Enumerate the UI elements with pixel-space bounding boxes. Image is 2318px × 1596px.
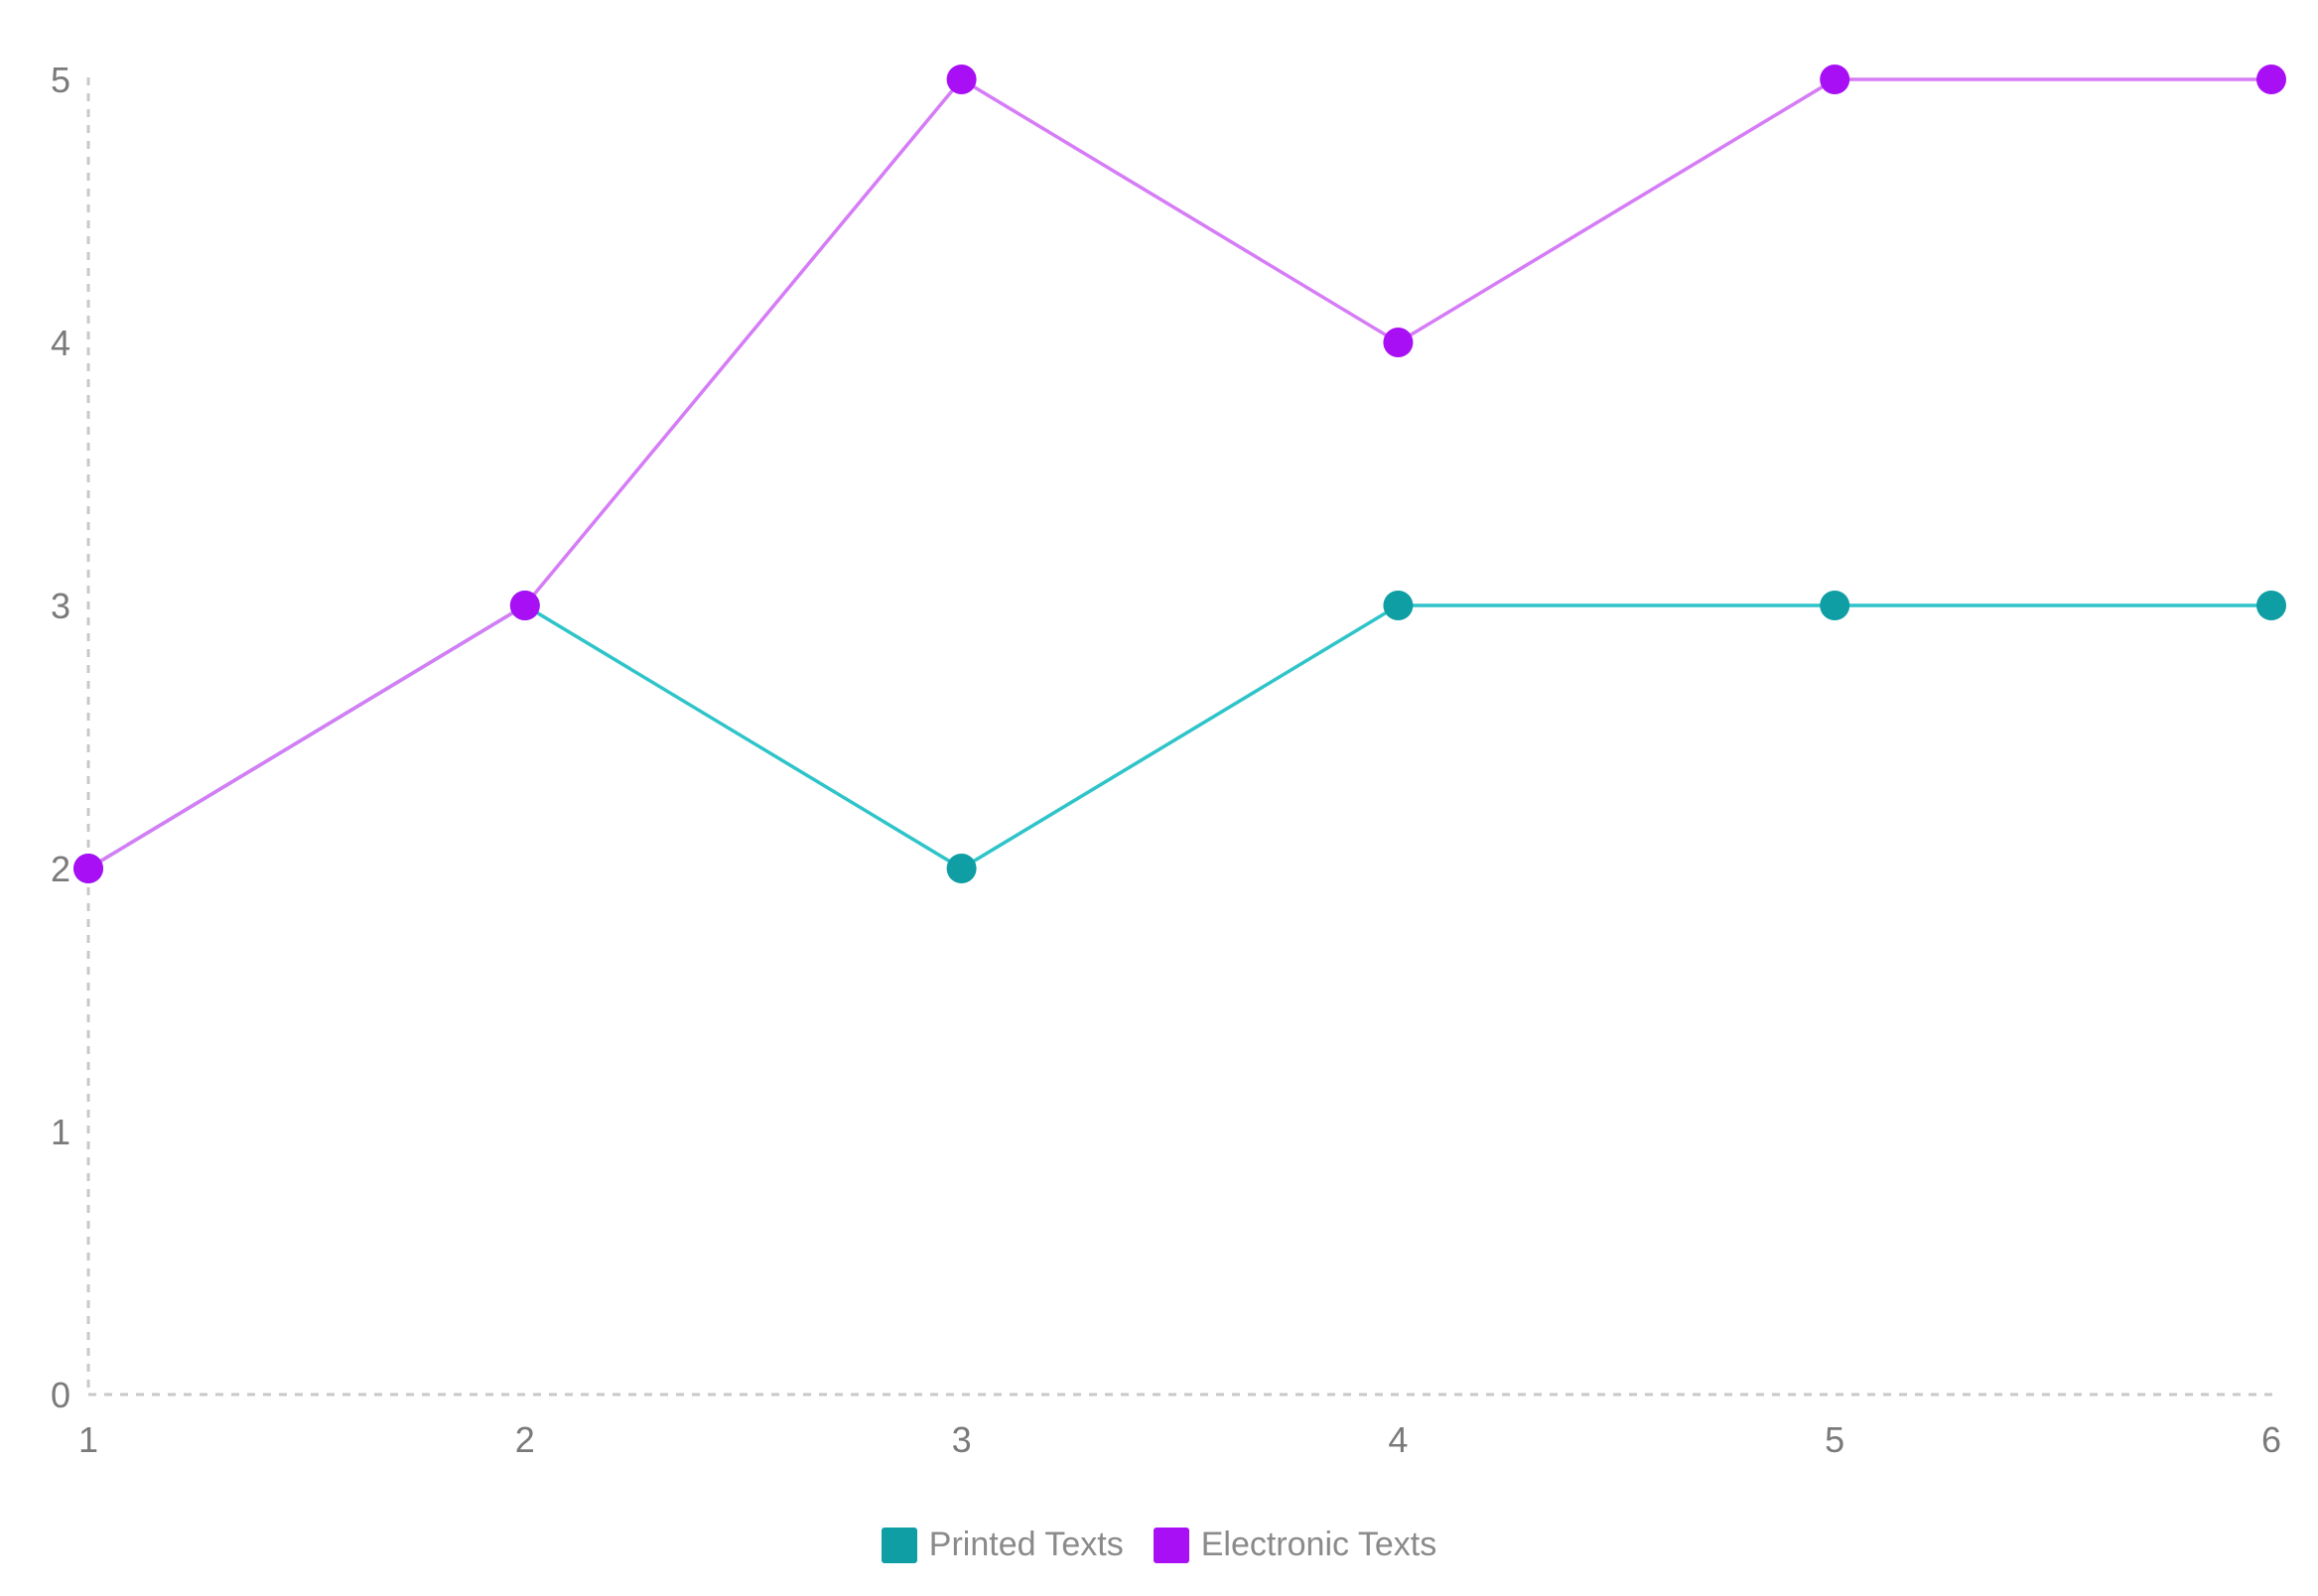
- series-line-printed-texts: [87, 603, 2271, 870]
- data-point-electronic-texts[interactable]: [2256, 65, 2286, 94]
- y-tick-label: 5: [51, 60, 70, 100]
- y-tick-label: 2: [51, 849, 70, 889]
- data-point-electronic-texts[interactable]: [509, 591, 540, 620]
- data-point-electronic-texts[interactable]: [946, 65, 977, 94]
- data-point-printed-texts[interactable]: [1820, 591, 1850, 620]
- series-points: [73, 65, 2286, 883]
- y-tick-label: 3: [51, 586, 70, 626]
- x-tick-label: 1: [78, 1419, 98, 1460]
- legend-swatch-printed-texts: [881, 1527, 917, 1563]
- data-point-electronic-texts[interactable]: [73, 854, 103, 883]
- x-tick-label: 6: [2261, 1419, 2281, 1460]
- series-line-electronic-texts: [87, 77, 2271, 870]
- series-lines: [87, 77, 2271, 870]
- legend-item-printed-texts[interactable]: Printed Texts: [881, 1526, 1124, 1564]
- y-tick-label: 4: [51, 323, 70, 363]
- y-tick-label: 1: [51, 1112, 70, 1152]
- data-point-printed-texts[interactable]: [1383, 591, 1414, 620]
- x-tick-label: 5: [1825, 1419, 1844, 1460]
- x-tick-label: 2: [515, 1419, 535, 1460]
- legend: Printed Texts Electronic Texts: [0, 1526, 2318, 1564]
- legend-swatch-electronic-texts: [1153, 1527, 1189, 1563]
- data-point-electronic-texts[interactable]: [1820, 65, 1850, 94]
- x-tick-label: 4: [1388, 1419, 1408, 1460]
- data-point-electronic-texts[interactable]: [1383, 328, 1414, 357]
- axes: [86, 77, 2277, 1396]
- legend-label-printed-texts: Printed Texts: [928, 1526, 1124, 1563]
- data-point-printed-texts[interactable]: [946, 854, 977, 883]
- data-point-printed-texts[interactable]: [2256, 591, 2286, 620]
- y-tick-label: 0: [51, 1375, 70, 1415]
- x-tick-label: 3: [952, 1419, 972, 1460]
- legend-item-electronic-texts[interactable]: Electronic Texts: [1153, 1526, 1437, 1564]
- legend-label-electronic-texts: Electronic Texts: [1200, 1526, 1437, 1563]
